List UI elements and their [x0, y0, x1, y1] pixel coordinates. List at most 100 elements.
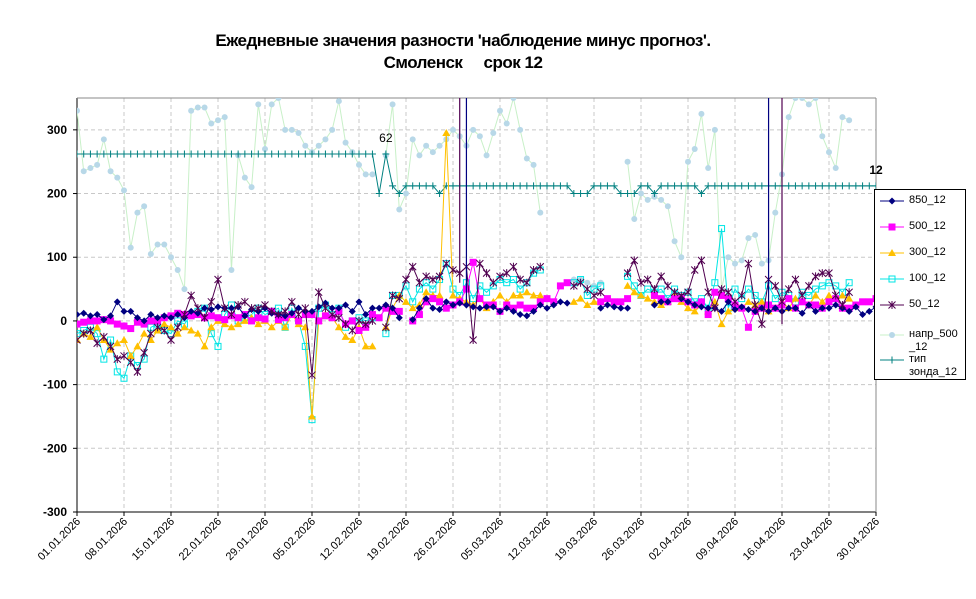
- point-850_12: [80, 309, 88, 317]
- point-500_12: [415, 311, 423, 319]
- point-850_12: [133, 314, 141, 322]
- point-типзонда_12: [711, 182, 719, 190]
- point-500_12: [221, 316, 229, 324]
- point-50_12: [301, 304, 310, 313]
- point-типзонда_12: [107, 150, 115, 158]
- point-850_12: [657, 298, 665, 306]
- point-типзонда_12: [610, 182, 618, 190]
- point-850_12: [469, 303, 477, 311]
- legend-swatch: [880, 356, 904, 364]
- point-напр_500_12: [476, 133, 483, 140]
- point-типзонда_12: [818, 182, 826, 190]
- point-850_12: [832, 301, 840, 309]
- point-напр_500_12: [77, 107, 80, 114]
- point-типзонда_12: [771, 182, 779, 190]
- point-50_12: [771, 281, 780, 290]
- series-group: [77, 98, 876, 424]
- point-850_12: [650, 301, 658, 309]
- point-850_12: [509, 307, 517, 315]
- point-напр_500_12: [322, 136, 329, 143]
- point-типзонда_12: [536, 182, 544, 190]
- point-850_12: [503, 304, 511, 312]
- point-300_12: [811, 291, 820, 299]
- point-50_12: [147, 329, 155, 338]
- point-850_12: [415, 304, 423, 312]
- point-типзонда_12: [637, 182, 645, 190]
- point-500_12: [859, 298, 867, 306]
- point-850_12: [348, 307, 356, 315]
- point-50_12: [590, 291, 598, 300]
- point-50_12: [167, 336, 175, 345]
- point-типзонда_12: [227, 150, 235, 158]
- point-напр_500_12: [194, 104, 201, 111]
- legend-swatch: [880, 197, 904, 205]
- point-типзонда_12: [791, 182, 799, 190]
- point-типзонда_12: [207, 150, 215, 158]
- point-типзонда_12: [201, 150, 209, 158]
- point-850_12: [597, 304, 605, 312]
- point-850_12: [389, 304, 397, 312]
- point-типзонда_12: [147, 150, 155, 158]
- point-50_12: [160, 326, 169, 335]
- point-300_12: [140, 329, 149, 337]
- point-напр_500_12: [107, 168, 114, 175]
- point-100_12: [845, 279, 853, 287]
- point-напр_500_12: [624, 158, 631, 165]
- point-типзонда_12: [436, 190, 444, 198]
- point-типзонда_12: [469, 182, 477, 190]
- point-50_12: [704, 288, 712, 297]
- point-типзонда_12: [368, 150, 376, 158]
- point-50_12: [576, 278, 585, 287]
- point-500_12: [603, 295, 611, 303]
- point-типзонда_12: [261, 150, 269, 158]
- point-850_12: [429, 304, 437, 312]
- point-850_12: [456, 299, 464, 307]
- point-50_12: [476, 259, 484, 268]
- point-850_12: [845, 307, 853, 315]
- point-типзонда_12: [718, 182, 726, 190]
- point-50_12: [449, 265, 457, 274]
- point-500_12: [718, 291, 726, 299]
- point-50_12: [294, 310, 303, 319]
- point-500_12: [812, 301, 820, 309]
- point-850_12: [798, 309, 806, 317]
- point-напр_500_12: [510, 98, 517, 101]
- point-50_12: [664, 281, 672, 290]
- point-300_12: [529, 291, 538, 299]
- point-100_12: [120, 374, 128, 382]
- point-напр_500_12: [483, 152, 490, 159]
- point-850_12: [93, 311, 101, 319]
- point-850_12: [362, 311, 370, 319]
- point-напр_500_12: [100, 136, 107, 143]
- point-850_12: [160, 312, 168, 320]
- series-line-напр_500_12: [385, 98, 541, 213]
- point-50_12: [388, 291, 397, 300]
- point-напр_500_12: [369, 171, 376, 178]
- point-напр_500_12: [208, 120, 215, 127]
- point-типзонда_12: [174, 150, 182, 158]
- point-100_12: [503, 279, 511, 287]
- point-850_12: [697, 303, 705, 311]
- point-типзонда_12: [489, 182, 497, 190]
- point-300_12: [536, 291, 545, 299]
- series-line-типзонда_12: [77, 153, 876, 195]
- point-типзонда_12: [449, 182, 457, 190]
- point-300_12: [167, 323, 175, 331]
- point-напр_500_12: [174, 266, 181, 273]
- point-300_12: [348, 336, 357, 344]
- point-500_12: [133, 318, 141, 326]
- legend-swatch-marker: [888, 197, 896, 205]
- point-850_12: [684, 298, 692, 306]
- point-типзонда_12: [744, 182, 752, 190]
- point-850_12: [442, 298, 450, 306]
- point-напр_500_12: [664, 203, 671, 210]
- point-типзонда_12: [160, 150, 168, 158]
- point-850_12: [496, 307, 504, 315]
- point-850_12: [624, 304, 632, 312]
- point-типзонда_12: [838, 182, 846, 190]
- point-300_12: [146, 336, 155, 344]
- point-500_12: [429, 295, 437, 303]
- point-850_12: [476, 304, 484, 312]
- point-напр_500_12: [121, 187, 127, 194]
- point-50_12: [737, 291, 746, 300]
